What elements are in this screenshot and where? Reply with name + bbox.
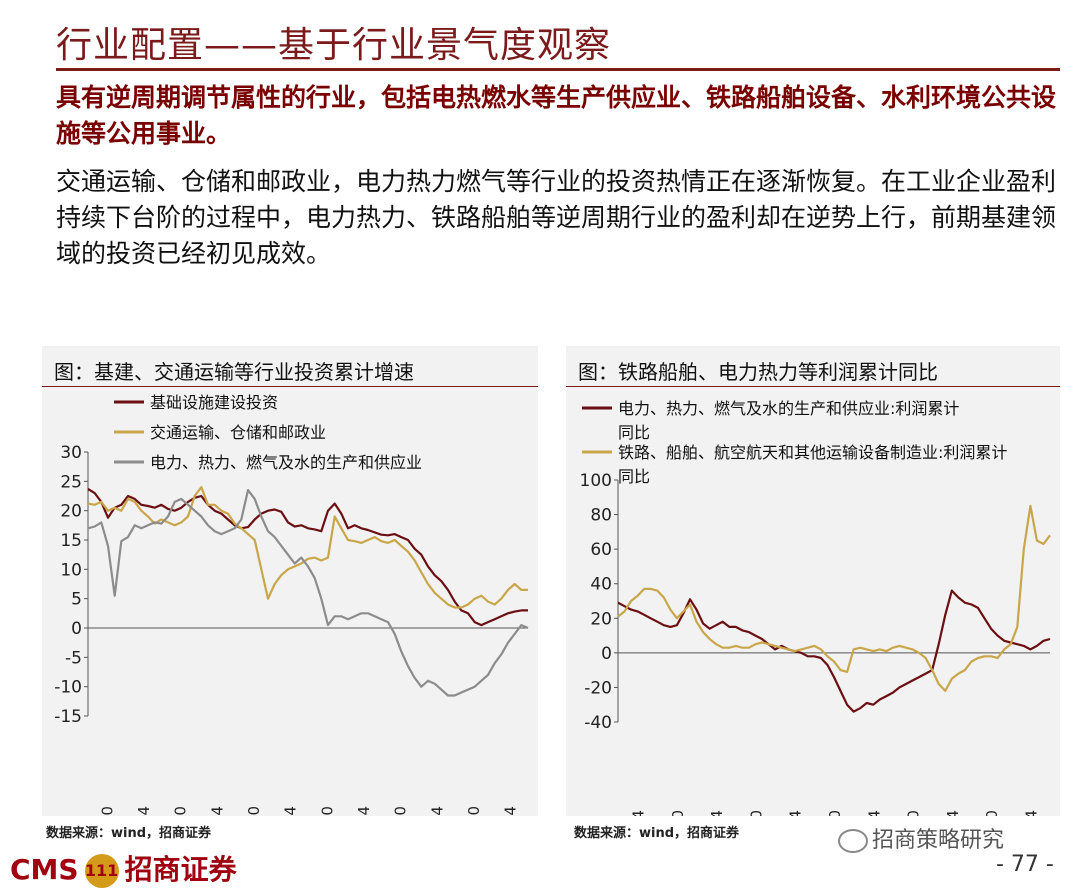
left-chart-title-rule: [42, 386, 538, 387]
y-tick-label: 25: [60, 472, 82, 492]
y-tick-label: 100: [580, 471, 612, 491]
x-tick-label: 2019-04: [1022, 810, 1040, 816]
y-tick-label: 0: [601, 644, 612, 664]
logo-badge-icon: 111: [84, 854, 119, 888]
logo-cms-text: CMS: [10, 853, 79, 886]
y-tick-label: 30: [60, 443, 82, 463]
left-chart-source: 数据来源：wind，招商证券: [46, 826, 212, 841]
y-tick-label: 10: [60, 560, 82, 580]
x-tick-label: 2019-04: [502, 806, 520, 816]
x-tick-label: 2018-04: [944, 810, 962, 816]
series-line-1: [87, 486, 528, 609]
y-tick-label: 60: [590, 540, 612, 560]
x-tick-label: 2018-10: [465, 806, 483, 816]
legend-label-1: 同比: [618, 467, 650, 486]
right-chart-title-rule: [566, 386, 1060, 387]
y-tick-label: 80: [590, 506, 612, 526]
x-tick-label: 2014-10: [172, 806, 190, 816]
legend-label-1: 交通运输、仓储和邮政业: [150, 423, 326, 442]
x-tick-label: 2018-04: [428, 806, 446, 816]
legend-label-0: 电力、热力、燃气及水的生产和供应业:利润累计: [618, 399, 959, 418]
page-title: 行业配置——基于行业景气度观察: [56, 25, 612, 66]
title-divider: [56, 68, 1060, 71]
x-tick-label: 2014-10: [669, 810, 687, 816]
x-tick-label: 2014-04: [630, 810, 648, 816]
series-line-0: [617, 589, 1051, 713]
x-tick-label: 2016-10: [826, 810, 844, 816]
right-chart-panel: 图：铁路船舶、电力热力等利润累计同比: [566, 346, 1060, 816]
y-tick-label: 20: [590, 609, 612, 629]
x-tick-label: 2013-10: [98, 806, 116, 816]
wechat-icon: [838, 829, 868, 853]
x-tick-label: 2016-04: [282, 806, 300, 816]
highlight-statement: 具有逆周期调节属性的行业，包括电热燃水等生产供应业、铁路船舶设备、水利环境公共设…: [56, 83, 1057, 148]
x-tick-label: 2016-10: [318, 806, 336, 816]
y-tick-label: 40: [590, 575, 612, 595]
wechat-watermark: 招商策略研究: [838, 822, 1004, 854]
y-tick-label: 20: [60, 502, 82, 522]
x-tick-label: 2014-04: [135, 806, 153, 816]
right-chart-title: 图：铁路船舶、电力热力等利润累计同比: [578, 360, 938, 384]
x-tick-label: 2017-04: [865, 810, 883, 816]
logo-chinese-text: 招商证券: [124, 853, 237, 886]
left-line-chart: 30 25 20 15 10 5 0 -5 -10 -15 2013-10 2014-04 2014-1…: [54, 393, 529, 816]
y-tick-label: -20: [584, 678, 612, 698]
y-tick-label: 0: [71, 619, 82, 639]
company-logo: CMS 111 招商证券: [10, 848, 237, 888]
y-tick-label: 5: [71, 590, 82, 610]
y-tick-label: -15: [54, 707, 82, 727]
legend-label-1: 铁路、船舶、航空航天和其他运输设备制造业:利润累计: [618, 443, 1007, 462]
legend-label-2: 电力、热力、燃气及水的生产和供应业: [150, 453, 422, 472]
y-tick-label: -5: [65, 648, 82, 668]
left-chart-title: 图：基建、交通运输等行业投资累计增速: [54, 360, 414, 384]
series-line-2: [87, 488, 529, 697]
legend-label-0: 基础设施建设投资: [150, 393, 278, 412]
body-paragraph: 交通运输、仓储和邮政业，电力热力燃气等行业的投资热情正在逐渐恢复。在工业企业盈利…: [56, 167, 1057, 268]
x-tick-label: 2017-10: [905, 810, 923, 816]
series-line-0: [87, 488, 528, 627]
y-tick-label: -10: [54, 678, 82, 698]
x-tick-label: 2016-04: [787, 810, 805, 816]
page-number: - 77 -: [996, 852, 1054, 877]
left-chart-panel: 图：基建、交通运输等行业投资累计增速: [42, 346, 538, 816]
y-tick-label: -40: [584, 713, 612, 733]
wechat-account-name: 招商策略研究: [872, 828, 1005, 853]
right-chart-source: 数据来源：wind，招商证券: [574, 826, 740, 841]
x-tick-label: 2017-04: [355, 806, 373, 816]
legend-label-0: 同比: [618, 423, 650, 442]
y-tick-label: 15: [60, 531, 82, 551]
series-line-1: [617, 504, 1051, 692]
x-tick-label: 2018-10: [983, 810, 1001, 816]
x-tick-label: 2017-10: [392, 806, 410, 816]
